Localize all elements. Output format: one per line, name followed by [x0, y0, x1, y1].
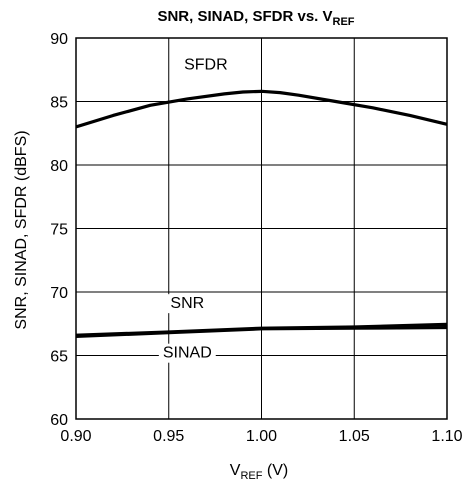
x-tick-label: 1.05: [339, 428, 370, 445]
y-tick-label: 75: [50, 222, 68, 239]
x-tick-label: 0.90: [60, 428, 91, 445]
y-tick-label: 70: [50, 285, 68, 302]
x-axis-label: VREF (V): [230, 462, 288, 482]
series-label-snr: SNR: [170, 295, 204, 312]
x-tick-labels: 0.90 0.95 1.00 1.05 1.10: [60, 428, 462, 445]
series-line-sinad: [75, 325, 448, 339]
x-axis-label-main: V: [230, 462, 241, 479]
series-labels: SFDR SNR SINAD: [158, 55, 232, 363]
x-axis-label-suffix: (V): [262, 462, 288, 479]
series-label-background: [158, 343, 216, 363]
chart-title: SNR, SINAD, SFDR vs. VREF: [157, 8, 354, 28]
y-tick-label: 80: [50, 158, 68, 175]
plot-area: SFDR SNR SINAD: [75, 37, 448, 420]
series-label-background: [180, 55, 232, 75]
y-tick-label: 85: [50, 95, 68, 112]
plot-frame: [75, 37, 448, 420]
y-axis-label: SNR, SINAD, SFDR (dBFS): [13, 130, 30, 329]
series-lines: [75, 89, 448, 339]
x-tick-label: 0.95: [153, 428, 184, 445]
series-line-sfdr: [75, 89, 448, 129]
chart-title-subscript: REF: [333, 16, 355, 28]
x-tick-label: 1.00: [246, 428, 277, 445]
series-label-background: [166, 294, 209, 314]
series-label-sinad: SINAD: [163, 345, 212, 362]
y-tick-labels: 60 65 70 75 80 85 90: [50, 31, 68, 429]
x-axis-label-subscript: REF: [240, 470, 262, 482]
series-label-sfdr: SFDR: [184, 56, 228, 73]
chart-title-main: SNR, SINAD, SFDR vs. V: [157, 8, 332, 25]
x-tick-label: 1.10: [431, 428, 462, 445]
y-tick-label: 90: [50, 31, 68, 48]
y-tick-label: 60: [50, 412, 68, 429]
y-tick-label: 65: [50, 349, 68, 366]
gridlines: [76, 38, 447, 419]
